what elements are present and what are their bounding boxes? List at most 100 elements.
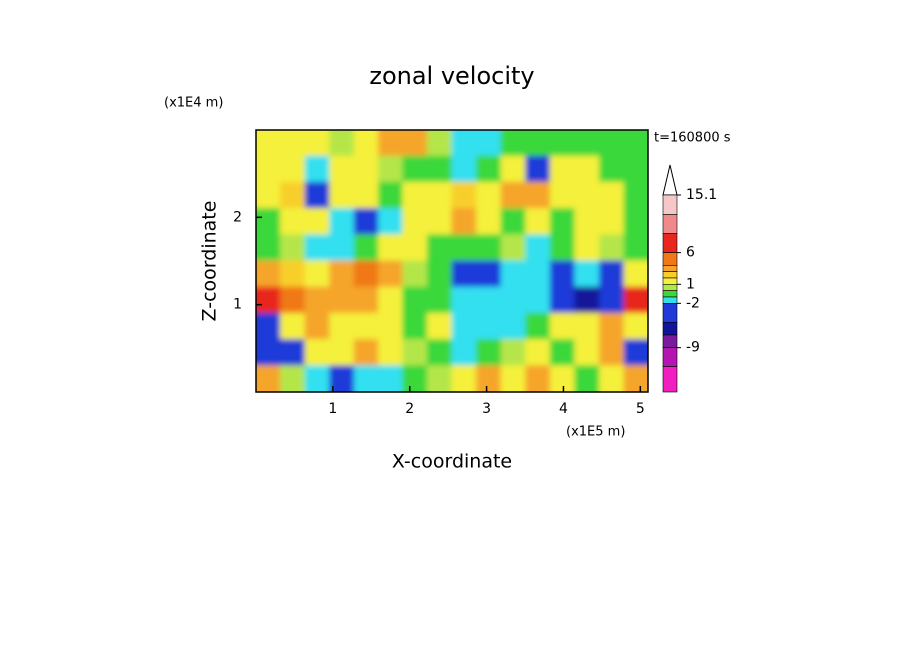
contour-cell bbox=[500, 155, 527, 183]
contour-cell bbox=[402, 365, 428, 392]
contour-cell bbox=[451, 260, 478, 288]
contour-cell bbox=[304, 130, 331, 157]
contour-cell bbox=[378, 208, 404, 236]
x-tick-label: 1 bbox=[328, 401, 337, 417]
contour-cell bbox=[280, 181, 306, 210]
contour-cell bbox=[549, 286, 576, 314]
contour-cell bbox=[353, 286, 380, 314]
contour-cell bbox=[426, 286, 453, 314]
contour-cell bbox=[304, 260, 331, 288]
contour-cell bbox=[378, 181, 404, 210]
contour-cell bbox=[599, 208, 625, 236]
colorbar-segment bbox=[662, 277, 678, 285]
contour-cell bbox=[402, 339, 428, 367]
colorbar-segment bbox=[662, 271, 678, 279]
contour-cell bbox=[623, 155, 648, 183]
contour-cell bbox=[378, 260, 404, 288]
contour-cell bbox=[574, 234, 601, 262]
contour-cell bbox=[280, 130, 306, 157]
colorbar-tick-label: 1 bbox=[686, 276, 695, 292]
contour-cell bbox=[426, 181, 453, 210]
colorbar-segment bbox=[662, 284, 678, 291]
contour-cell bbox=[256, 234, 282, 262]
time-annotation: t=160800 s bbox=[654, 131, 731, 146]
contour-cell bbox=[304, 234, 331, 262]
contour-cell bbox=[402, 130, 428, 157]
contour-cell bbox=[525, 365, 551, 392]
contour-cell bbox=[280, 312, 306, 341]
contour-cell bbox=[426, 208, 453, 236]
contour-cell bbox=[476, 312, 502, 341]
contour-cell bbox=[353, 234, 380, 262]
contour-cell bbox=[549, 181, 576, 210]
contour-cell bbox=[549, 260, 576, 288]
contour-cell bbox=[329, 312, 355, 341]
y-unit: (x1E4 m) bbox=[164, 96, 223, 111]
contour-cell bbox=[402, 312, 428, 341]
contour-cell bbox=[378, 130, 404, 157]
contour-cell bbox=[525, 130, 551, 157]
contour-cell bbox=[280, 208, 306, 236]
colorbar-segment bbox=[662, 290, 678, 298]
contour-cell bbox=[353, 155, 380, 183]
contour-cell bbox=[256, 365, 282, 392]
contour-cell bbox=[353, 181, 380, 210]
contour-cell bbox=[500, 339, 527, 367]
contour-cell bbox=[426, 260, 453, 288]
contour-cell bbox=[451, 155, 478, 183]
contour-cell bbox=[304, 365, 331, 392]
colorbar-segment bbox=[662, 296, 678, 304]
plot-frame bbox=[255, 129, 649, 393]
contour-cell bbox=[574, 286, 601, 314]
contour-cell bbox=[549, 155, 576, 183]
contour-cell bbox=[574, 260, 601, 288]
contour-cell bbox=[280, 260, 306, 288]
colorbar-segment bbox=[662, 233, 678, 253]
contour-cell bbox=[353, 312, 380, 341]
axes: 1 2 3 4 5 1 2 15.1 6 1 -2 -9 bbox=[233, 129, 717, 417]
contour-cell bbox=[549, 312, 576, 341]
colorbar-segment bbox=[662, 214, 678, 234]
contour-cell bbox=[304, 312, 331, 341]
contour-cell bbox=[256, 260, 282, 288]
contour-cell bbox=[599, 155, 625, 183]
contour-cell bbox=[451, 365, 478, 392]
contour-cell bbox=[304, 208, 331, 236]
contour-cell bbox=[599, 286, 625, 314]
x-tick-label: 2 bbox=[405, 401, 414, 417]
contour-cell bbox=[476, 365, 502, 392]
contour-cell bbox=[525, 286, 551, 314]
contour-cell bbox=[599, 260, 625, 288]
contour-cell bbox=[476, 181, 502, 210]
contour-cell bbox=[574, 208, 601, 236]
contour-cell bbox=[549, 339, 576, 367]
contour-cell bbox=[329, 234, 355, 262]
contour-cell bbox=[574, 365, 601, 392]
contour-cell bbox=[574, 155, 601, 183]
contour-cell bbox=[574, 130, 601, 157]
contour-cell bbox=[500, 365, 527, 392]
contour-cell bbox=[500, 260, 527, 288]
contour-cell bbox=[353, 339, 380, 367]
contour-cell bbox=[451, 339, 478, 367]
colorbar-tick-label: -2 bbox=[686, 295, 700, 311]
contour-cell bbox=[549, 208, 576, 236]
contour-cell bbox=[329, 208, 355, 236]
contour-cell bbox=[525, 260, 551, 288]
contour-cells bbox=[256, 130, 648, 392]
contour-cell bbox=[623, 181, 648, 210]
contour-cell bbox=[599, 312, 625, 341]
contour-cell bbox=[256, 312, 282, 341]
contour-cell bbox=[426, 365, 453, 392]
contour-cell bbox=[476, 208, 502, 236]
contour-cell bbox=[256, 339, 282, 367]
colorbar-tick-label: 6 bbox=[686, 245, 695, 261]
contour-cell bbox=[451, 181, 478, 210]
contour-cell bbox=[304, 181, 331, 210]
contour-cell bbox=[402, 234, 428, 262]
contour-cell bbox=[476, 234, 502, 262]
contour-cell bbox=[280, 365, 306, 392]
y-tick-label: 1 bbox=[233, 297, 242, 313]
contour-cell bbox=[500, 208, 527, 236]
contour-cell bbox=[623, 234, 648, 262]
